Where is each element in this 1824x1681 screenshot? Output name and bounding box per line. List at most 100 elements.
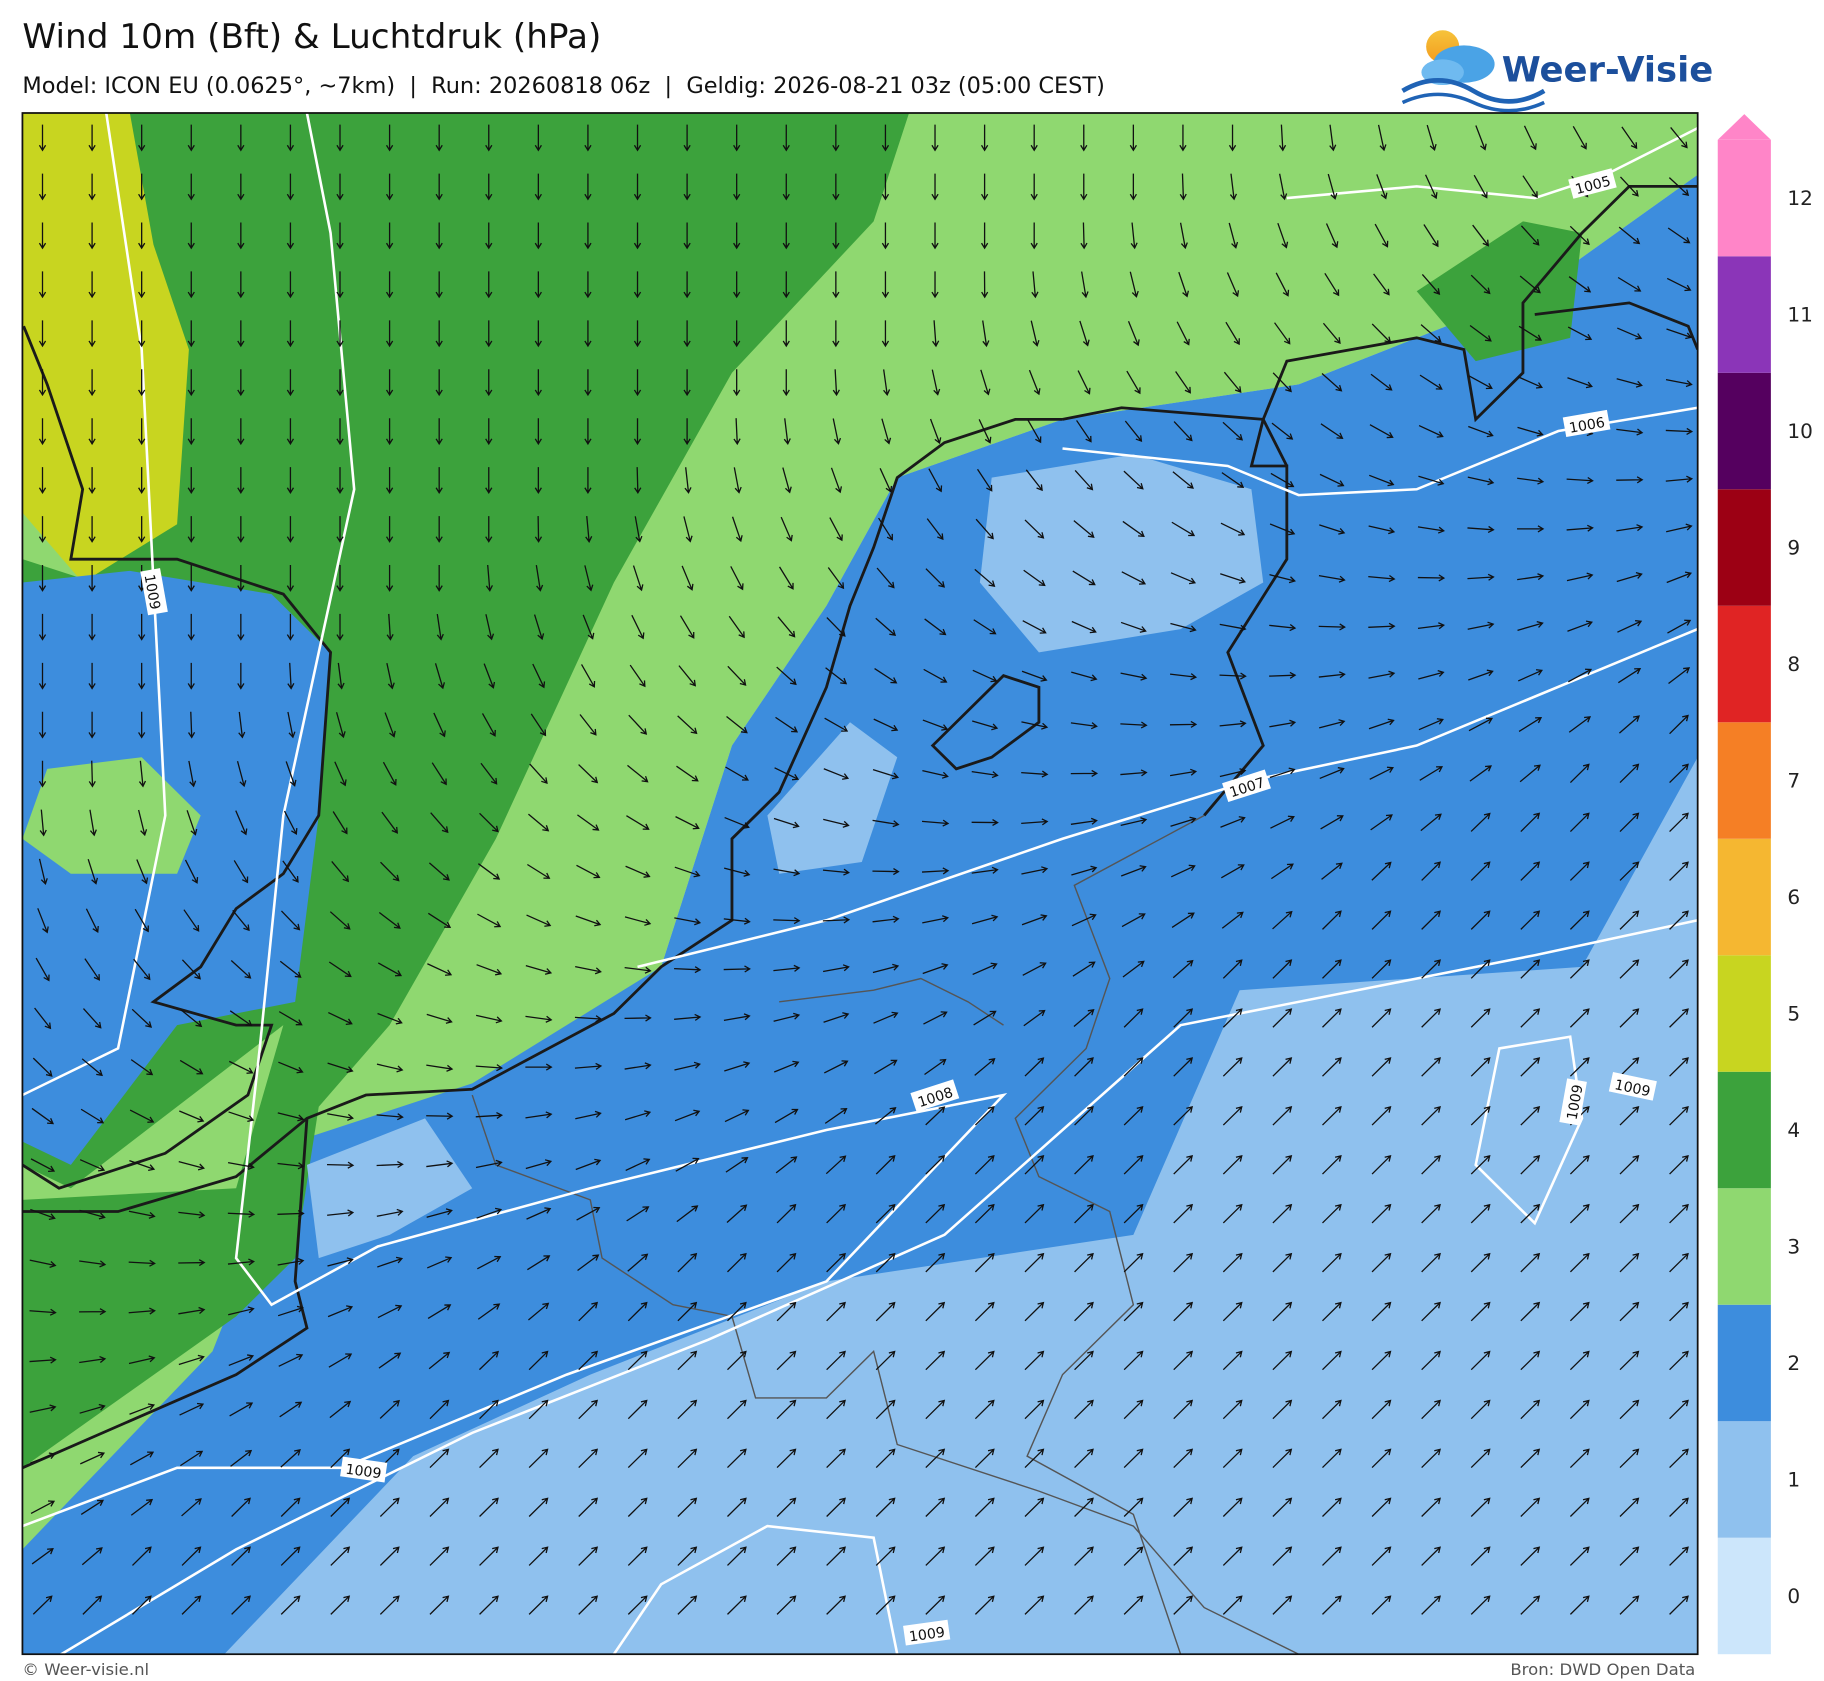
colorbar-label: 8 [1787,653,1800,676]
wind-arrow [435,173,443,201]
wind-arrow [429,1448,450,1469]
wind-arrow [875,1252,896,1273]
wind-arrow [377,1012,403,1025]
wind-arrow [181,1546,202,1566]
isobar-label-bg [1568,168,1617,199]
wind-arrow [931,222,939,250]
wind-arrow [724,867,751,877]
wind-arrow [1269,719,1297,728]
wind-arrow [1665,475,1694,483]
wind-arrow [1619,1008,1640,1028]
wind-arrow [1220,522,1246,536]
wind-arrow [1319,524,1346,535]
wind-arrow [138,320,146,348]
wind-arrow [627,1546,648,1566]
wind-arrow [1619,910,1640,930]
wind-arrow [578,1448,599,1469]
wind-arrow [726,1204,748,1223]
isobar-label: 1009 [1608,1072,1657,1101]
wind-arrow [1071,865,1098,876]
wind-arrow [1079,320,1090,347]
wind-arrow [727,665,747,686]
wind-arrow [733,369,741,397]
wind-arrow [1369,474,1395,487]
colorbar-label: 5 [1787,1003,1800,1026]
wind-arrow [1566,572,1594,582]
wind-arrow [1077,370,1091,395]
wind-arrow [1123,1203,1144,1224]
wind-arrow [385,516,394,543]
wind-arrow [684,467,692,494]
wind-arrow [633,369,642,397]
wind-arrow [1421,1008,1441,1028]
wind-arrow [526,1207,552,1220]
wind-arrow [280,1497,301,1517]
wind-arrow [1669,1057,1689,1077]
wind-arrow [782,467,792,494]
wind-arrow [579,714,597,736]
wind-arrow [379,1497,400,1517]
wind-arrow [782,369,790,397]
wind-arrow [1517,426,1544,437]
wind-arrow [278,1353,304,1367]
wind-arrow [881,124,890,152]
wind-arrow [1418,718,1444,731]
wind-arrow [1421,1301,1441,1322]
wind-arrow [384,712,396,738]
wind-arrow [1421,1203,1441,1224]
wind-arrow [187,613,195,641]
wind-arrow [38,467,47,495]
wind-arrow [479,1546,499,1566]
wind-arrow [1470,812,1491,832]
wind-arrow [526,914,552,927]
wind-arrow [1024,1154,1045,1175]
wind-arrow [279,1401,303,1418]
wind-arrow [30,1500,56,1515]
wind-arrow [525,1111,553,1119]
wind-arrow [228,1111,255,1122]
wind-arrow [875,1595,896,1615]
wind-arrow [1670,127,1688,149]
wind-arrow [534,516,543,543]
wind-arrow [832,418,842,445]
wind-arrow [1081,271,1089,299]
wind-arrow [683,369,691,397]
wind-arrow [576,1206,601,1221]
wind-arrow [872,819,900,828]
wind-arrow [931,271,939,299]
wind-arrow [1619,1546,1640,1566]
wind-arrow [1028,369,1041,396]
wind-arrow [624,1110,652,1121]
wind-arrow [832,320,840,348]
wind-arrow [433,712,446,738]
wind-arrow [832,271,840,299]
wind-arrow [277,1210,305,1218]
wind-arrow [1420,324,1442,343]
wind-arrow [1616,428,1644,436]
wind-arrow [377,1256,404,1268]
wind-arrow [1616,378,1643,388]
wind-arrow [825,1155,847,1175]
wind-arrow [1272,1448,1293,1469]
wind-arrow [528,1546,549,1566]
wind-arrow [534,124,542,152]
wind-arrow [1023,569,1046,587]
wind-arrow [1222,1399,1243,1420]
wind-arrow [479,1595,499,1615]
wind-arrow [628,714,648,735]
wind-arrow [1074,1399,1094,1420]
wind-arrow [1123,1301,1144,1322]
wind-arrow [382,761,397,786]
wind-arrow [38,320,47,348]
wind-arrow [972,962,998,976]
wind-arrow [775,1156,798,1174]
wind-arrow [79,1308,107,1316]
isobar-label: 1006 [1562,409,1611,438]
wind-arrow [178,1259,206,1267]
wind-arrow [1371,1252,1392,1273]
wind-arrow [1520,1203,1541,1224]
isobar-label-bg [910,1079,960,1112]
bft-1-area [979,454,1264,653]
wind-arrow [1278,124,1287,152]
wind-arrow [1272,1252,1293,1273]
